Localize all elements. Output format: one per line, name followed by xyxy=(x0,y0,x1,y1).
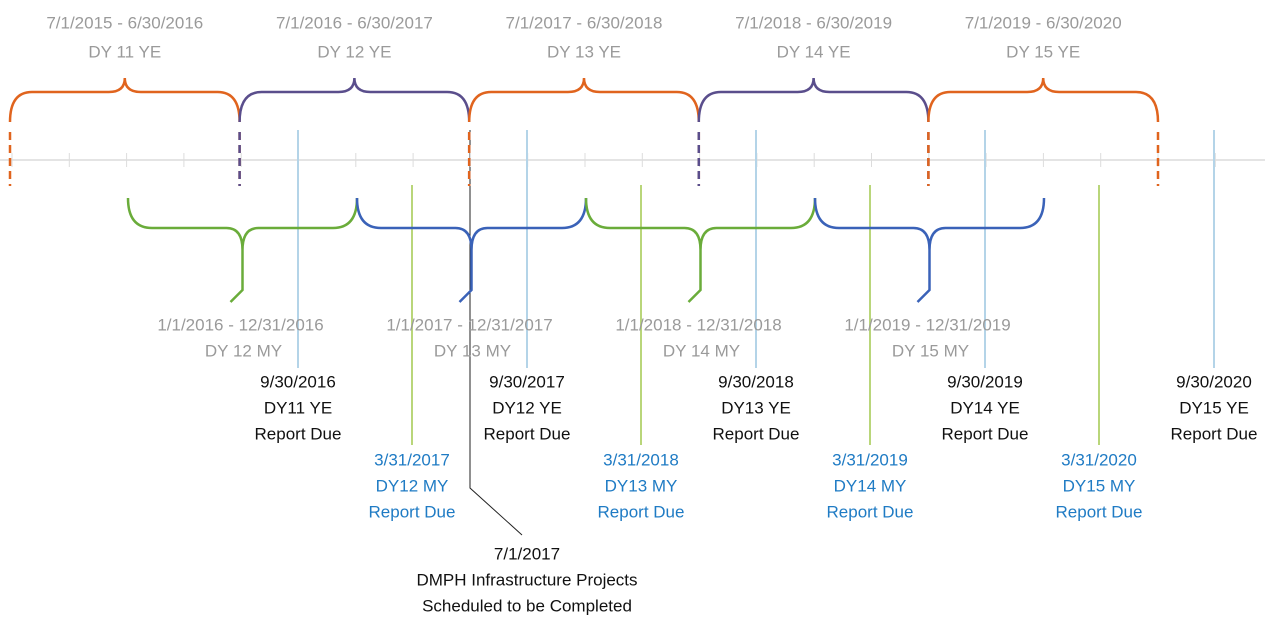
milestone-text: Scheduled to be Completed xyxy=(422,596,632,615)
ye-report-text: 9/30/2017 xyxy=(489,372,565,391)
ye-report-text: DY12 YE xyxy=(492,398,562,417)
my-report-text: Report Due xyxy=(1056,502,1143,521)
my-period-dates: 1/1/2018 - 12/31/2018 xyxy=(615,315,781,334)
ye-report-text: Report Due xyxy=(713,424,800,443)
ye-report-text: DY13 YE xyxy=(721,398,791,417)
my-report-text: DY13 MY xyxy=(605,476,678,495)
my-bracket xyxy=(126,197,359,303)
my-period-dates: 1/1/2017 - 12/31/2017 xyxy=(386,315,552,334)
my-report-text: DY12 MY xyxy=(376,476,449,495)
my-report-text: 3/31/2017 xyxy=(374,450,450,469)
ye-report-text: Report Due xyxy=(255,424,342,443)
my-report-text: 3/31/2019 xyxy=(832,450,908,469)
ye-period-dates: 7/1/2017 - 6/30/2018 xyxy=(506,13,663,32)
milestone-leader xyxy=(469,130,523,536)
ye-bracket xyxy=(467,77,701,123)
my-period-label: DY 13 MY xyxy=(434,341,511,360)
milestone-text: DMPH Infrastructure Projects xyxy=(416,570,637,589)
ye-report-text: DY15 YE xyxy=(1179,398,1249,417)
ye-period-dates: 7/1/2016 - 6/30/2017 xyxy=(276,13,433,32)
my-bracket xyxy=(355,197,588,303)
ye-period-dates: 7/1/2018 - 6/30/2019 xyxy=(735,13,892,32)
ye-report-text: 9/30/2020 xyxy=(1176,372,1252,391)
ye-report-text: DY11 YE xyxy=(264,398,332,417)
my-report-text: Report Due xyxy=(598,502,685,521)
ye-bracket xyxy=(927,77,1160,123)
my-bracket xyxy=(813,197,1046,303)
my-bracket xyxy=(584,197,817,303)
ye-period-label: DY 11 YE xyxy=(88,42,161,61)
my-report-text: DY14 MY xyxy=(834,476,907,495)
ye-period-dates: 7/1/2015 - 6/30/2016 xyxy=(46,13,203,32)
ye-period-label: DY 13 YE xyxy=(547,42,621,61)
ye-report-text: 9/30/2018 xyxy=(718,372,794,391)
ye-report-text: Report Due xyxy=(942,424,1029,443)
ye-report-text: Report Due xyxy=(1171,424,1258,443)
my-period-label: DY 14 MY xyxy=(663,341,740,360)
milestone-text: 7/1/2017 xyxy=(494,544,560,563)
ye-period-label: DY 15 YE xyxy=(1006,42,1080,61)
my-period-label: DY 15 MY xyxy=(892,341,969,360)
my-report-text: DY15 MY xyxy=(1063,476,1136,495)
ye-report-text: DY14 YE xyxy=(950,398,1020,417)
my-period-dates: 1/1/2019 - 12/31/2019 xyxy=(844,315,1010,334)
ye-report-text: Report Due xyxy=(484,424,571,443)
ye-bracket xyxy=(697,77,930,123)
my-period-label: DY 12 MY xyxy=(205,341,282,360)
my-report-text: Report Due xyxy=(369,502,456,521)
ye-period-dates: 7/1/2019 - 6/30/2020 xyxy=(965,13,1122,32)
my-report-text: 3/31/2020 xyxy=(1061,450,1137,469)
my-report-text: 3/31/2018 xyxy=(603,450,679,469)
ye-report-text: 9/30/2019 xyxy=(947,372,1023,391)
my-period-dates: 1/1/2016 - 12/31/2016 xyxy=(157,315,323,334)
ye-report-text: 9/30/2016 xyxy=(260,372,336,391)
ye-bracket xyxy=(8,77,241,123)
ye-bracket xyxy=(238,77,471,123)
my-report-text: Report Due xyxy=(827,502,914,521)
ye-period-label: DY 14 YE xyxy=(777,42,851,61)
ye-period-label: DY 12 YE xyxy=(317,42,391,61)
